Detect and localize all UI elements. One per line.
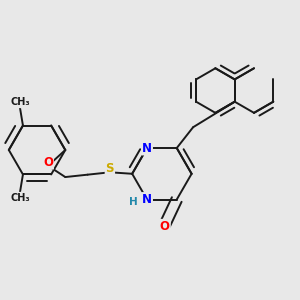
Text: O: O xyxy=(43,156,53,169)
Text: N: N xyxy=(142,142,152,154)
Text: CH₃: CH₃ xyxy=(10,193,30,202)
Text: H: H xyxy=(129,197,138,208)
Text: CH₃: CH₃ xyxy=(10,98,30,107)
Text: S: S xyxy=(106,162,114,175)
Text: O: O xyxy=(160,220,170,233)
Text: N: N xyxy=(142,193,152,206)
